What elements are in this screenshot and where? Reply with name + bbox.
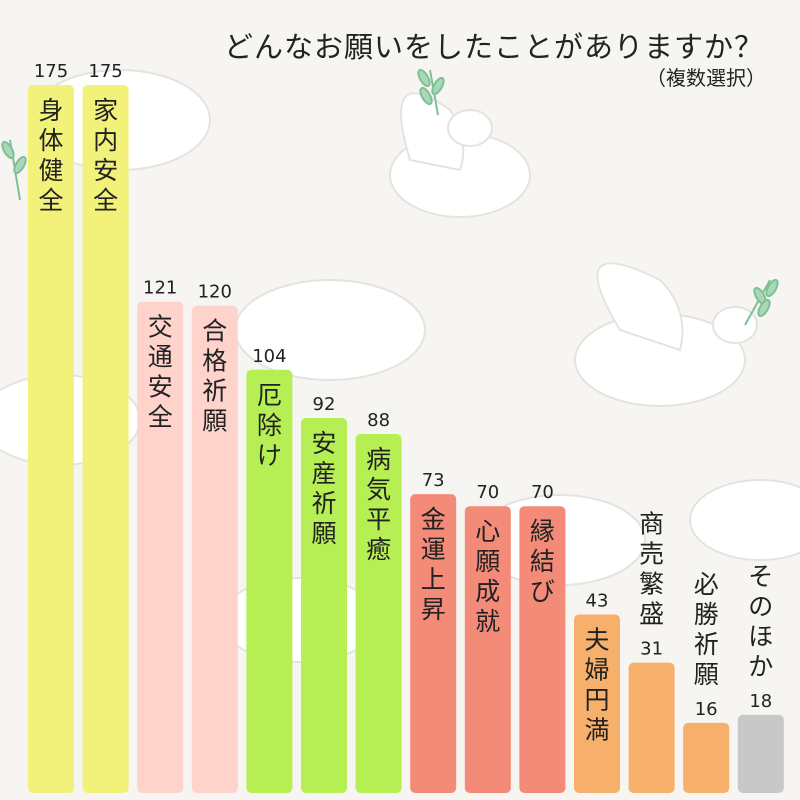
- bar-value-label-12: 16: [695, 699, 718, 720]
- bar-value-label-0: 175: [34, 61, 68, 82]
- chart-subtitle: （複数選択）: [646, 66, 766, 90]
- bar-9: [519, 506, 566, 793]
- bar-13: [737, 714, 784, 793]
- bar-category-label-7: 金運上昇: [421, 505, 446, 624]
- bar-value-label-9: 70: [531, 482, 554, 503]
- bar-value-label-10: 43: [586, 591, 609, 612]
- bar-2: [137, 301, 184, 793]
- chart-title: どんなお願いをしたことがありますか？: [223, 30, 764, 64]
- bar-value-label-4: 104: [252, 346, 286, 367]
- bar-value-label-3: 120: [198, 282, 232, 303]
- bar-category-label-1: 家内安全: [93, 96, 118, 215]
- bar-category-label-9: 縁結び: [530, 517, 555, 606]
- bar-category-label-2: 交通安全: [148, 313, 173, 432]
- bar-0: [28, 85, 74, 793]
- bar-value-label-8: 70: [476, 482, 499, 503]
- bar-10: [574, 614, 620, 793]
- bar-category-label-4: 厄除け: [257, 381, 282, 470]
- bar-4: [246, 369, 293, 793]
- bar-category-label-0: 身体健全: [38, 96, 63, 215]
- bar-category-label-5: 安産祈願: [311, 429, 336, 548]
- bar-7: [410, 494, 457, 793]
- bar-12: [683, 722, 730, 793]
- bar-value-label-7: 73: [422, 470, 445, 491]
- bar-category-label-10: 夫婦円満: [584, 626, 609, 745]
- bar-value-label-6: 88: [367, 410, 390, 431]
- bar-1: [82, 85, 129, 793]
- bar-5: [301, 417, 347, 793]
- bar-8: [464, 506, 511, 793]
- bar-value-label-2: 121: [143, 278, 177, 299]
- bar-value-label-11: 31: [640, 639, 663, 660]
- bar-value-label-5: 92: [313, 394, 336, 415]
- bar-category-label-3: 合格祈願: [202, 317, 227, 436]
- bar-value-label-1: 175: [88, 61, 122, 82]
- bar-category-label-6: 病気平癒: [366, 445, 391, 564]
- bar-6: [355, 433, 402, 793]
- bar-3: [191, 305, 238, 793]
- bar-category-label-13: そのほか: [748, 562, 773, 681]
- bar-11: [628, 662, 675, 793]
- bar-category-label-8: 心願成就: [475, 517, 500, 636]
- bar-category-label-12: 必勝祈願: [694, 570, 719, 689]
- bar-category-label-11: 商売繁盛: [639, 510, 664, 629]
- bar-value-label-13: 18: [749, 691, 772, 712]
